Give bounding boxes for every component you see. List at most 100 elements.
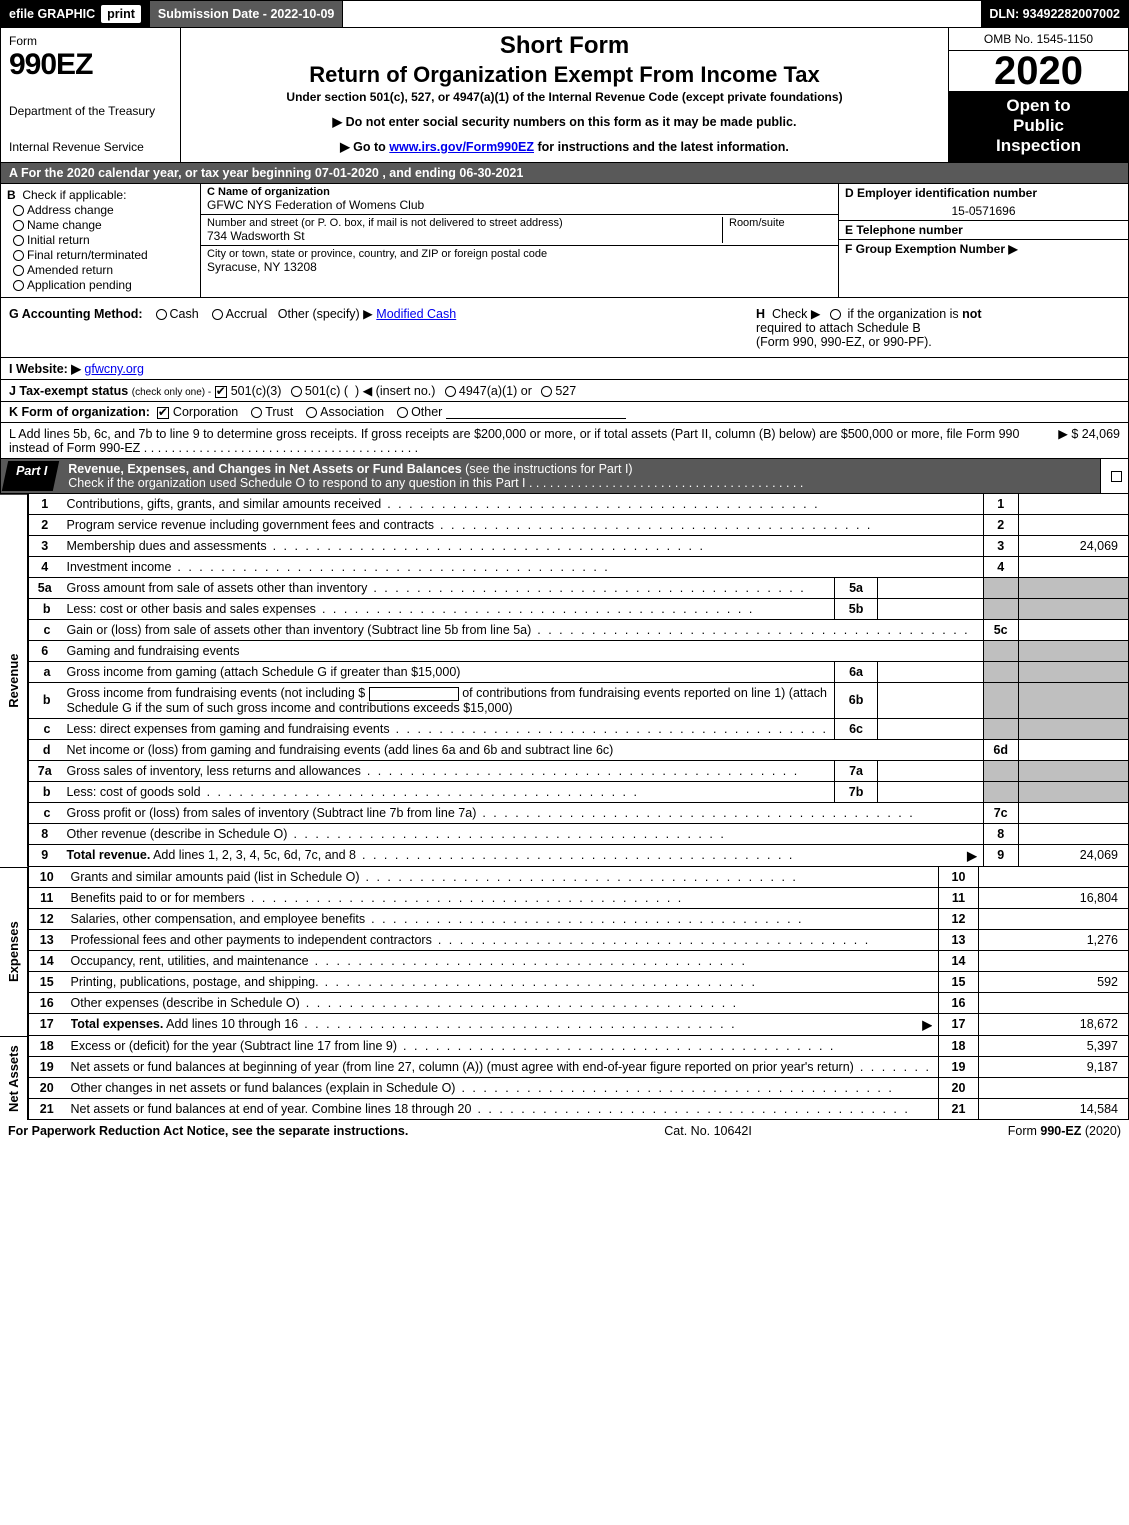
line-14: 14Occupancy, rent, utilities, and mainte… xyxy=(29,950,1129,971)
revenue-vlabel: Revenue xyxy=(0,494,28,867)
open3: Inspection xyxy=(951,136,1126,156)
l17-text: Total expenses. Add lines 10 through 16 xyxy=(71,1017,299,1032)
line-19: 19Net assets or fund balances at beginni… xyxy=(29,1056,1129,1077)
l2-dots: . . . . . . . . . . . . . . . . . . . . … xyxy=(434,518,977,532)
l21-num: 21 xyxy=(29,1098,65,1119)
l1-dots: . . . . . . . . . . . . . . . . . . . . … xyxy=(381,497,977,511)
l4-dots: . . . . . . . . . . . . . . . . . . . . … xyxy=(171,560,976,574)
irs-link[interactable]: www.irs.gov/Form990EZ xyxy=(389,140,534,154)
l11-num: 11 xyxy=(29,887,65,908)
website-link[interactable]: gfwcny.org xyxy=(84,362,144,376)
l6a-boxval xyxy=(878,662,984,683)
open1: Open to xyxy=(951,96,1126,116)
page-footer: For Paperwork Reduction Act Notice, see … xyxy=(0,1120,1129,1138)
chk-527[interactable] xyxy=(541,386,552,397)
col-b-checkboxes: B Check if applicable: Address change Na… xyxy=(1,184,201,297)
l9-rest: Add lines 1, 2, 3, 4, 5c, 6d, 7c, and 8 xyxy=(150,848,356,862)
l9-r: 9 xyxy=(983,844,1018,866)
accounting-other-value[interactable]: Modified Cash xyxy=(376,307,456,321)
l7c-text: Gross profit or (loss) from sales of inv… xyxy=(66,806,476,820)
l5b-rshade xyxy=(983,599,1018,620)
l14-desc: Occupancy, rent, utilities, and maintena… xyxy=(65,950,939,971)
l18-text: Excess or (deficit) for the year (Subtra… xyxy=(71,1039,398,1053)
chk-other[interactable] xyxy=(397,407,408,418)
form-number: 990EZ xyxy=(9,48,172,82)
row-gh: G Accounting Method: Cash Accrual Other … xyxy=(0,298,1129,358)
efile-graphic-label: efile GRAPHIC print xyxy=(1,1,150,27)
chk-initial-return[interactable]: Initial return xyxy=(7,233,194,247)
l5b-boxval xyxy=(878,599,984,620)
goto-pre: ▶ Go to xyxy=(340,140,389,154)
header-left: Form 990EZ Department of the Treasury In… xyxy=(1,28,181,162)
l11-dots: . . . . . . . . . . . . . . . . . . . . … xyxy=(245,891,932,905)
l9-text: Total revenue. Add lines 1, 2, 3, 4, 5c,… xyxy=(66,848,356,863)
h-text4: (Form 990, 990-EZ, or 990-PF). xyxy=(756,335,932,349)
k-label: K Form of organization: xyxy=(9,405,150,419)
part-i-paren: (see the instructions for Part I) xyxy=(465,462,632,476)
l7b-text: Less: cost of goods sold xyxy=(66,785,200,799)
row-l-gross-receipts: L Add lines 5b, 6c, and 7b to line 9 to … xyxy=(0,423,1129,459)
chk-501c3[interactable] xyxy=(215,386,227,398)
chk-final-return-label: Final return/terminated xyxy=(27,248,148,262)
l5c-dots: . . . . . . . . . . . . . . . . . . . . … xyxy=(531,623,977,637)
line-9: 9 Total revenue. Add lines 1, 2, 3, 4, 5c… xyxy=(29,844,1129,866)
line-2: 2Program service revenue including gover… xyxy=(29,515,1129,536)
radio-accrual[interactable] xyxy=(212,309,223,320)
l4-num: 4 xyxy=(29,557,61,578)
l6b-amount-box[interactable] xyxy=(369,687,459,701)
col-c-org-info: C Name of organization GFWC NYS Federati… xyxy=(201,184,838,297)
chk-amended-return[interactable]: Amended return xyxy=(7,263,194,277)
l21-dots: . . . . . . . . . . . . . . . . . . . . … xyxy=(471,1102,932,1116)
part-i-checkbox[interactable] xyxy=(1111,471,1122,482)
l6-rshade xyxy=(983,641,1018,662)
l2-num: 2 xyxy=(29,515,61,536)
print-button[interactable]: print xyxy=(101,5,141,23)
l16-text: Other expenses (describe in Schedule O) xyxy=(71,996,300,1010)
opt-corp: Corporation xyxy=(173,405,238,419)
j-sub: (check only one) - xyxy=(132,387,211,398)
l1-v xyxy=(1018,494,1128,515)
l20-v xyxy=(979,1077,1129,1098)
l21-r: 21 xyxy=(939,1098,979,1119)
chk-association[interactable] xyxy=(306,407,317,418)
l5b-dots: . . . . . . . . . . . . . . . . . . . . … xyxy=(316,602,828,616)
h-text2: if the organization is xyxy=(847,307,958,321)
l2-desc: Program service revenue including govern… xyxy=(60,515,983,536)
e-phone-label: E Telephone number xyxy=(839,221,1128,240)
chk-trust[interactable] xyxy=(251,407,262,418)
l19-dots: . . . . . . . . . . . . . . . . . . . . … xyxy=(854,1060,932,1074)
chk-final-return[interactable]: Final return/terminated xyxy=(7,248,194,262)
l10-v xyxy=(979,867,1129,888)
l5a-box: 5a xyxy=(834,578,877,599)
j-label: J Tax-exempt status xyxy=(9,384,128,398)
chk-corporation[interactable] xyxy=(157,407,169,419)
l17-num: 17 xyxy=(29,1013,65,1035)
row-j-tax-exempt: J Tax-exempt status (check only one) - 5… xyxy=(0,380,1129,402)
chk-4947[interactable] xyxy=(445,386,456,397)
l-amount-wrap: ▶ $ 24,069 xyxy=(1050,426,1120,441)
l6a-vshade xyxy=(1018,662,1128,683)
b-letter: B xyxy=(7,188,16,202)
l10-r: 10 xyxy=(939,867,979,888)
chk-name-change[interactable]: Name change xyxy=(7,218,194,232)
l20-desc: Other changes in net assets or fund bala… xyxy=(65,1077,939,1098)
chk-application-pending-label: Application pending xyxy=(27,278,132,292)
l15-desc: Printing, publications, postage, and shi… xyxy=(65,971,939,992)
l-text-wrap: L Add lines 5b, 6c, and 7b to line 9 to … xyxy=(9,427,1050,455)
h-checkbox[interactable] xyxy=(830,309,841,320)
submission-date: Submission Date - 2022-10-09 xyxy=(150,1,343,27)
chk-application-pending[interactable]: Application pending xyxy=(7,278,194,292)
chk-501c[interactable] xyxy=(291,386,302,397)
l5b-text: Less: cost or other basis and sales expe… xyxy=(66,602,315,616)
l7b-boxval xyxy=(878,781,984,802)
d-label-text: D Employer identification number xyxy=(845,186,1037,200)
l16-r: 16 xyxy=(939,992,979,1013)
radio-cash[interactable] xyxy=(156,309,167,320)
chk-address-change[interactable]: Address change xyxy=(7,203,194,217)
h-check: Check ▶ xyxy=(772,307,821,321)
expenses-section: Expenses 10Grants and similar amounts pa… xyxy=(0,867,1129,1036)
c-city-row: City or town, state or province, country… xyxy=(201,246,838,276)
l1-num: 1 xyxy=(29,494,61,515)
l7a-num: 7a xyxy=(29,760,61,781)
opt-4947: 4947(a)(1) or xyxy=(459,384,532,398)
